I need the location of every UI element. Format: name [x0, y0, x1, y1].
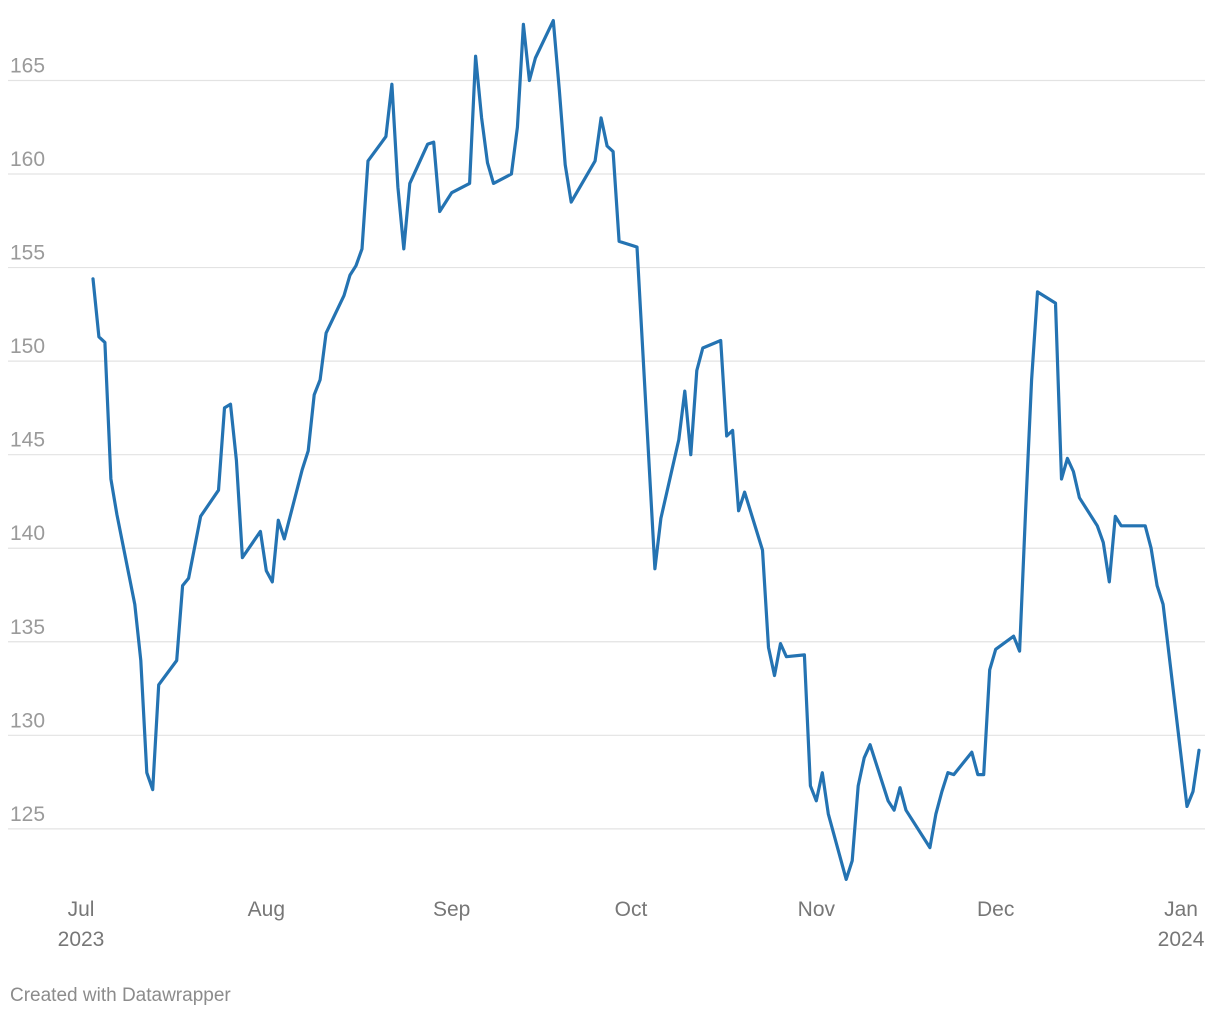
series-group [91, 19, 1201, 881]
x-tick-label: Oct [615, 898, 648, 921]
x-tick-label: Sep [433, 898, 470, 921]
y-tick-label: 145 [10, 429, 45, 452]
y-tick-label: 160 [10, 148, 45, 171]
y-tick-label: 165 [10, 54, 45, 77]
y-tick-label: 140 [10, 522, 45, 545]
x-tick-label: Jul [68, 898, 95, 921]
datawrapper-credit: Created with Datawrapper [10, 985, 231, 1006]
x-tick-label: Aug [248, 898, 285, 921]
y-tick-label: 125 [10, 803, 45, 826]
x-tick-label: Dec [977, 898, 1014, 921]
x-tick-year-label: 2023 [58, 928, 105, 951]
y-tick-label: 135 [10, 616, 45, 639]
y-tick-label: 130 [10, 709, 45, 732]
x-tick-label: Nov [798, 898, 836, 921]
gridlines [8, 79, 1205, 830]
x-tick-label: Jan [1164, 898, 1198, 921]
x-tick-year-label: 2024 [1158, 928, 1205, 951]
x-axis: Jul 2023 Aug Sep Oct Nov Dec Jan 2024 [58, 898, 1205, 951]
y-tick-label: 155 [10, 242, 45, 265]
y-axis: 125 130 135 140 145 150 155 160 165 [10, 54, 45, 825]
y-tick-label: 150 [10, 335, 45, 358]
series-line-0 [91, 19, 1201, 881]
